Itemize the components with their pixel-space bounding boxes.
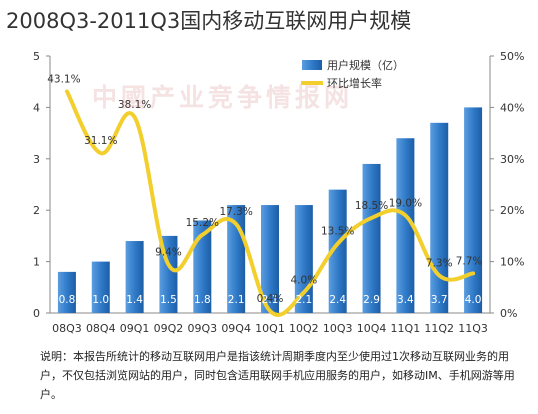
left-axis-tick-label: 0 xyxy=(33,307,40,320)
right-axis-tick-label: 40% xyxy=(500,101,524,114)
left-axis-tick-label: 4 xyxy=(33,101,40,114)
x-axis-label: 10Q4 xyxy=(357,322,387,335)
x-axis-label: 11Q3 xyxy=(458,322,488,335)
growth-value-label: 7.3% xyxy=(426,257,453,269)
right-axis-tick-label: 50% xyxy=(500,50,524,63)
bar xyxy=(464,107,483,314)
growth-line-series xyxy=(64,89,476,317)
chart-title: 2008Q3-2011Q3国内移动互联网用户规模 xyxy=(6,9,412,33)
growth-value-label: 38.1% xyxy=(118,99,151,111)
growth-value-label: 4.0% xyxy=(291,274,318,286)
bar-value-label: 2.1 xyxy=(295,294,312,306)
x-axis-label: 11Q2 xyxy=(424,322,454,335)
growth-value-label: 15.2% xyxy=(186,217,219,229)
bar-value-label: 1.8 xyxy=(194,294,211,306)
growth-value-label: 17.3% xyxy=(219,206,252,218)
bar-value-label: 4.0 xyxy=(465,294,482,306)
bar-value-label: 1.4 xyxy=(126,294,143,306)
legend-line-label: 环比增长率 xyxy=(327,76,382,90)
bar-value-label: 2.1 xyxy=(228,294,245,306)
x-axis-label: 09Q1 xyxy=(120,322,150,335)
bar xyxy=(125,241,144,313)
growth-value-label: 9.4% xyxy=(155,247,182,259)
bar-value-label: 1.0 xyxy=(92,294,109,306)
bar xyxy=(362,163,381,313)
x-axis-label: 08Q4 xyxy=(86,322,116,335)
x-axis-label: 08Q3 xyxy=(52,322,82,335)
bar xyxy=(396,138,415,313)
bar-value-label: 0.8 xyxy=(59,294,76,306)
bar-value-label: 2.1 xyxy=(262,294,279,306)
legend: 用户规模（亿） 环比增长率 xyxy=(301,58,404,90)
growth-value-label: 13.5% xyxy=(321,226,354,238)
bar-value-label: 1.5 xyxy=(160,294,177,306)
right-axis-tick-label: 10% xyxy=(500,256,524,269)
x-axis-label: 09Q4 xyxy=(221,322,251,335)
bar-series xyxy=(57,107,483,314)
bar xyxy=(430,122,449,313)
right-axis-tick-label: 0% xyxy=(500,307,517,320)
legend-bar-swatch xyxy=(302,60,322,70)
bar xyxy=(91,261,110,313)
right-axis-tick-label: 20% xyxy=(500,204,524,217)
growth-value-label: 0.4% xyxy=(257,293,284,305)
bar xyxy=(193,220,212,313)
bar-value-labels: 0.8 1.0 1.4 1.5 1.8 2.1 2.1 2.1 2.4 2.9 3.4 3.7 4.0 xyxy=(59,294,482,306)
bar xyxy=(57,271,76,313)
growth-value-label: 43.1% xyxy=(47,73,80,85)
x-axis-label: 11Q1 xyxy=(391,322,421,335)
bar-value-label: 2.4 xyxy=(329,294,346,306)
explanatory-note: 说明：本报告所统计的移动互联网用户是指该统计周期季度内至少使用过1次移动互联网业… xyxy=(40,350,515,401)
bar-value-label: 3.7 xyxy=(431,294,448,306)
left-axis-tick-label: 1 xyxy=(33,256,40,269)
legend-bar-label: 用户规模（亿） xyxy=(327,58,404,72)
watermark: 中國产业竞争情报网 xyxy=(92,83,353,112)
bar xyxy=(328,189,347,313)
x-axis-label: 10Q1 xyxy=(255,322,285,335)
growth-value-label: 18.5% xyxy=(355,200,388,212)
right-axis-tick-label: 30% xyxy=(500,153,524,166)
left-axis-tick-label: 5 xyxy=(33,50,40,63)
x-axis-labels: 08Q3 08Q4 09Q1 09Q2 09Q3 09Q4 10Q1 10Q2 10Q3 10Q4… xyxy=(52,322,488,335)
x-axis-label: 10Q2 xyxy=(289,322,319,335)
bar xyxy=(261,205,279,313)
bar-value-label: 2.9 xyxy=(363,294,380,306)
growth-value-label: 31.1% xyxy=(84,135,117,147)
growth-value-label: 19.0% xyxy=(389,197,422,209)
growth-value-label: 7.7% xyxy=(456,255,483,267)
x-axis-label: 09Q2 xyxy=(154,322,184,335)
growth-value-labels: 43.1% 31.1% 38.1% 9.4% 15.2%17.3% 0.4% 4.0% 13.… xyxy=(47,73,482,304)
left-axis-tick-label: 3 xyxy=(33,153,40,166)
x-axis-label: 09Q3 xyxy=(187,322,217,335)
growth-line xyxy=(64,89,476,317)
x-axis-label: 10Q3 xyxy=(323,322,353,335)
left-axis-tick-label: 2 xyxy=(33,204,40,217)
bar-value-label: 3.4 xyxy=(397,294,414,306)
